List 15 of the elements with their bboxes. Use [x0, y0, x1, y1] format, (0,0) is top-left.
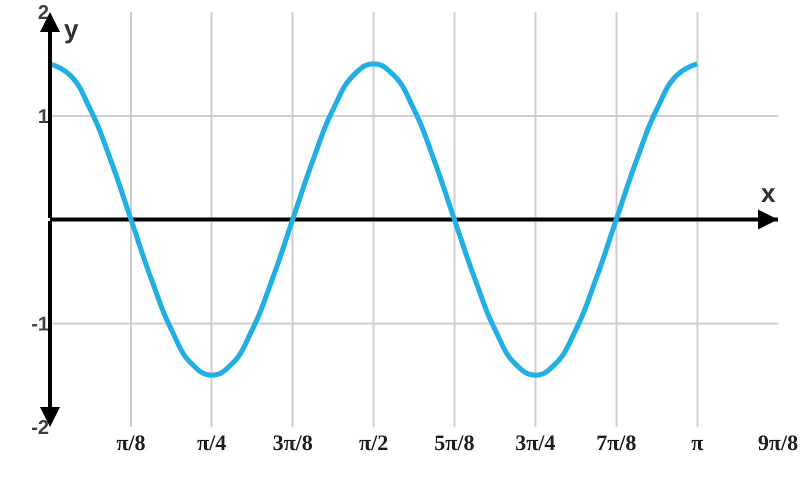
y-tick-label: -1 — [31, 313, 49, 336]
y-tick-label: -2 — [31, 417, 49, 439]
y-tick-label: 2 — [38, 2, 49, 24]
x-tick-label: 5π/8 — [434, 430, 474, 455]
x-tick-label: π/2 — [359, 430, 388, 455]
x-tick-label: π — [691, 430, 704, 455]
x-tick-label: 9π/8 — [758, 430, 798, 455]
y-tick-label: 1 — [38, 106, 49, 128]
x-axis-title: x — [761, 178, 776, 208]
x-tick-label: 3π/8 — [272, 430, 313, 455]
x-tick-label: π/8 — [116, 430, 146, 455]
x-tick-label: 3π/4 — [515, 430, 556, 455]
y-axis-title: y — [64, 14, 79, 44]
x-tick-label: π/4 — [197, 430, 226, 455]
x-tick-label: 7π/8 — [596, 430, 636, 455]
